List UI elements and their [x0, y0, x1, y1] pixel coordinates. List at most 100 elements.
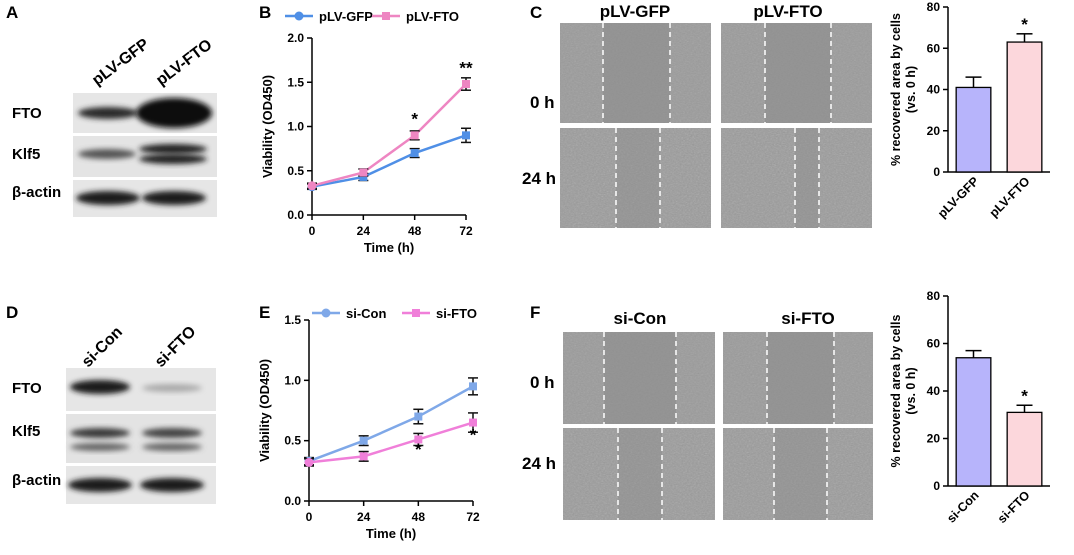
- blot-band: [78, 149, 136, 159]
- significance-marker: *: [1021, 15, 1028, 34]
- y-tick-label: 20: [927, 124, 941, 138]
- wound-row-label: 0 h: [530, 373, 555, 392]
- panel-letter-a: A: [6, 3, 18, 22]
- x-axis-label: Time (h): [366, 526, 416, 541]
- wound-gap: [767, 332, 834, 424]
- wound-row-label: 24 h: [522, 454, 556, 473]
- wound-images-bottom: si-Con si-FTO 0 h 24 h: [522, 309, 873, 520]
- x-tick-label: 72: [466, 510, 480, 524]
- lane-label: pLV-FTO: [153, 36, 215, 89]
- wound-gap: [604, 332, 676, 424]
- wound-gap: [765, 23, 831, 123]
- blot-row-label: Klf5: [12, 146, 40, 163]
- blot-band: [70, 380, 130, 394]
- bar-chart-c: 0 20 40 60 80 pLV-GFP pLV-FTO * % recovered area…: [889, 0, 1050, 221]
- y-tick-label: 60: [927, 337, 941, 351]
- blot-band: [78, 107, 138, 119]
- y-tick-label: 0: [933, 165, 940, 179]
- y-tick-label: 1.0: [287, 120, 304, 134]
- blot-band: [142, 443, 202, 451]
- legend-marker: [294, 11, 304, 21]
- bar: [1006, 411, 1043, 487]
- lane-label: si-Con: [79, 324, 126, 371]
- micrograph-texture: [563, 428, 715, 520]
- bar: [955, 357, 992, 487]
- panel-letter-b: B: [259, 3, 271, 22]
- x-tick-label: pLV-GFP: [935, 174, 982, 221]
- data-point: [359, 168, 368, 177]
- legend-label: si-FTO: [436, 306, 477, 321]
- data-point: [410, 131, 419, 140]
- wound-gap: [603, 23, 670, 123]
- legend-label: pLV-FTO: [406, 9, 459, 24]
- x-tick-label: 0: [306, 510, 313, 524]
- y-tick-label: 40: [927, 384, 941, 398]
- panel-letter-d: D: [6, 303, 18, 322]
- significance-marker: *: [470, 426, 477, 445]
- blot-row-label: FTO: [12, 105, 42, 122]
- data-point: [414, 435, 423, 444]
- blot-band: [142, 428, 202, 438]
- x-tick-label: 24: [357, 224, 371, 238]
- wound-row-label: 24 h: [522, 169, 556, 188]
- y-tick-label: 0.0: [284, 494, 301, 508]
- data-point: [359, 452, 368, 461]
- wound-column-label: si-Con: [614, 309, 667, 328]
- wound-column-label: pLV-FTO: [753, 2, 822, 21]
- legend-label: si-Con: [346, 306, 387, 321]
- legend-marker: [412, 309, 420, 317]
- y-tick-label: 20: [927, 432, 941, 446]
- y-axis-label: Viability (OD450): [260, 75, 275, 178]
- wound-row-label: 0 h: [530, 93, 555, 112]
- y-tick-label: 1.5: [287, 75, 304, 89]
- data-point: [410, 149, 419, 158]
- y-tick-label: 80: [927, 0, 941, 14]
- x-axis-label: Time (h): [364, 240, 414, 255]
- y-axis-label: % recovered area by cells: [889, 13, 903, 166]
- wound-gap: [774, 428, 827, 520]
- lane-label: si-FTO: [152, 323, 200, 371]
- y-axis-label: Viability (OD450): [257, 359, 272, 462]
- y-tick-label: 1.5: [284, 313, 301, 327]
- blot-band: [70, 443, 130, 451]
- y-tick-label: 80: [927, 289, 941, 303]
- blot-band: [139, 144, 207, 154]
- blot-band: [76, 191, 140, 205]
- micrograph-texture: [721, 128, 872, 228]
- line-chart-e: 0.0 0.5 1.0 1.5 0 24 48 72 Time (h) Viability (OD…: [257, 306, 480, 541]
- micrograph-texture: [560, 128, 711, 228]
- x-tick-label: 48: [408, 224, 422, 238]
- micrograph-texture: [723, 428, 873, 520]
- data-point: [414, 412, 423, 421]
- bar: [1006, 41, 1043, 173]
- line-chart-b: 0.0 0.5 1.0 1.5 2.0 0 24 48 72 Time (h) Viability …: [260, 9, 473, 255]
- western-blot-bottom: si-Con si-FTO FTO Klf5 β-actin: [12, 323, 216, 504]
- blot-row-label: FTO: [12, 380, 42, 397]
- significance-marker: *: [415, 440, 422, 459]
- blot-strip: [66, 414, 216, 463]
- blot-row-label: Klf5: [12, 423, 40, 440]
- series-line: [308, 421, 474, 464]
- data-point: [462, 80, 470, 89]
- y-tick-label: 0.0: [287, 208, 304, 222]
- legend-marker: [321, 308, 331, 318]
- series-line: [308, 385, 474, 463]
- significance-marker: **: [459, 58, 473, 77]
- blot-band: [136, 98, 212, 128]
- panel-letter-f: F: [530, 303, 540, 322]
- blot-band: [139, 154, 207, 164]
- data-point: [469, 418, 477, 427]
- x-tick-label: 24: [357, 510, 371, 524]
- series-line: [311, 83, 467, 188]
- blot-band: [142, 384, 202, 392]
- lane-label: pLV-GFP: [89, 35, 152, 89]
- data-point: [307, 181, 317, 191]
- x-tick-label: si-Con: [944, 488, 981, 525]
- x-tick-label: si-FTO: [995, 488, 1033, 526]
- panel-letter-e: E: [259, 303, 270, 322]
- bar: [955, 86, 992, 173]
- wound-images-top: pLV-GFP pLV-FTO 0 h 24 h: [522, 2, 872, 228]
- y-tick-label: 2.0: [287, 31, 304, 45]
- wound-gap: [616, 128, 660, 228]
